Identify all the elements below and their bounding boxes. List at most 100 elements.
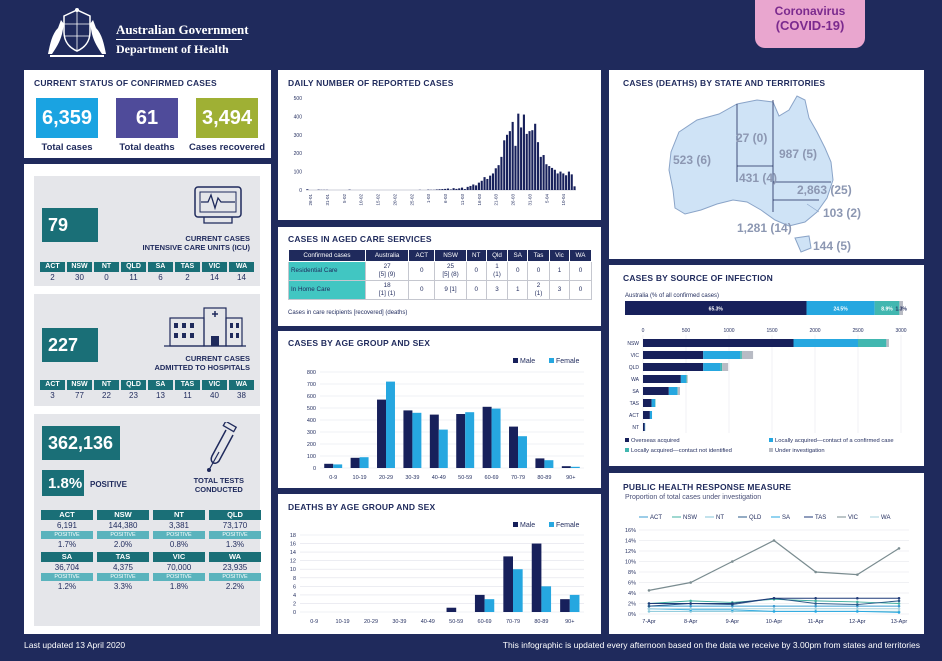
source-bar	[651, 399, 656, 407]
aged-cell: 2 (1)	[527, 280, 550, 300]
hosp-state-sa: SA	[148, 380, 173, 390]
summary-segment	[806, 301, 875, 315]
source-bar	[668, 387, 678, 395]
legend-label: ACT	[650, 515, 662, 521]
source-panel: CASES BY SOURCE OF INFECTION Australia (…	[609, 265, 924, 466]
series-point	[731, 607, 734, 611]
icu-box: 79 CURRENT CASES INTENSIVE CARE UNITS (I…	[34, 176, 260, 286]
icu-state-table: ACT 2 NSW 30 NT 0 QLD 11 SA 6 TAS 2 VIC 14 WA 14	[40, 262, 256, 284]
tests-state-nsw: NSW	[97, 510, 149, 520]
hosp-state-tas: TAS	[175, 380, 200, 390]
source-bar	[643, 399, 652, 407]
x-tick-label: 7-Apr	[642, 619, 656, 625]
map-label-sa: 431 (4)	[739, 171, 777, 185]
daily-bar	[460, 187, 464, 190]
series-point	[897, 607, 901, 611]
legend-label: SA	[782, 515, 790, 521]
status-panel: CURRENT STATUS OF CONFIRMED CASES 6,359 …	[24, 70, 271, 158]
legend-swatch	[549, 358, 554, 363]
icu-label-line2: INTENSIVE CARE UNITS (ICU)	[142, 243, 250, 252]
aged-header-australia: Australia	[364, 249, 410, 262]
daily-bar	[472, 184, 475, 190]
daily-bar	[503, 140, 506, 190]
legend-label: VIC	[848, 515, 859, 521]
daily-bar	[534, 123, 537, 190]
source-bar	[858, 339, 887, 347]
x-tick-label: 0-9	[310, 619, 318, 625]
positive-tag: POSITIVE	[153, 573, 205, 581]
daily-bar	[556, 173, 559, 190]
daily-bar	[553, 169, 556, 190]
y-tick-label: NT	[632, 425, 639, 431]
female-bar	[541, 586, 552, 612]
deaths-title: DEATHS BY AGE GROUP AND SEX	[288, 502, 436, 512]
aged-row-label: In Home Care	[288, 280, 366, 300]
summary-segment	[874, 301, 900, 315]
positive-tag: POSITIVE	[97, 573, 149, 581]
series-point	[731, 560, 734, 563]
summary-label: 8.9%	[881, 307, 893, 313]
x-tick-label: 30-39	[405, 475, 419, 481]
male-bar	[503, 556, 513, 612]
daily-bar	[531, 130, 534, 190]
tests-label-line2: CONDUCTED	[194, 485, 243, 494]
aged-row-label: Residential Care	[288, 261, 366, 281]
y-tick-label: 300	[294, 133, 303, 139]
aged-header-sa: SA	[507, 249, 529, 262]
aged-cell: 0	[568, 280, 593, 300]
map-label-qld: 987 (5)	[779, 147, 817, 161]
left-stats-panel: 79 CURRENT CASES INTENSIVE CARE UNITS (I…	[24, 164, 271, 634]
daily-bar	[486, 178, 489, 190]
daily-bar	[525, 133, 528, 190]
recovered-label: Cases recovered	[188, 142, 266, 153]
legend-swatch	[625, 448, 629, 452]
hospital-state-table: ACT 3 NSW 77 NT 22 QLD 23 SA 13 TAS 11 VIC 40 W…	[40, 380, 256, 402]
daily-bar	[458, 188, 461, 190]
aged-care-panel: CASES IN AGED CARE SERVICES Confirmed ca…	[278, 227, 601, 326]
positive-tag: POSITIVE	[153, 531, 205, 539]
covid-badge-line2: (COVID-19)	[775, 18, 845, 33]
aged-cell: 27 [5] (9)	[364, 261, 410, 281]
source-bar	[741, 351, 754, 359]
positive-pct-tas: 3.3%	[113, 582, 133, 591]
age-sex-chart: 0 100 200 300 400 500 600 700 800 0-9 10-19 20-29 30…	[307, 358, 584, 481]
series-point	[856, 600, 859, 604]
aged-header-tas: Tas	[527, 249, 550, 262]
daily-bar	[545, 164, 548, 190]
icu-value-vic: 14	[210, 273, 219, 282]
map-label-nsw: 2,863 (25)	[797, 183, 852, 197]
aged-care-note: Cases in care recipients [recovered] (de…	[288, 310, 408, 316]
last-updated: Last updated 13 April 2020	[24, 640, 126, 650]
y-tick-label: 200	[307, 442, 316, 448]
y-tick-label: 12	[290, 559, 296, 565]
hosp-value-tas: 11	[183, 391, 192, 400]
x-tick-label: 50-59	[449, 619, 463, 625]
icu-value-wa: 14	[237, 273, 246, 282]
positive-tag: POSITIVE	[41, 573, 93, 581]
series-point	[689, 607, 692, 611]
series-point	[689, 604, 692, 608]
male-bar	[535, 458, 545, 468]
aged-cell: 3	[548, 280, 570, 300]
daily-bar	[477, 182, 480, 190]
series-point	[689, 581, 692, 584]
x-tick-label: 10-02	[359, 194, 364, 206]
y-tick-label: 800	[307, 370, 316, 376]
series-point	[647, 610, 651, 613]
legend-label: Male	[520, 358, 535, 365]
male-bar	[350, 457, 360, 468]
icu-label: CURRENT CASES INTENSIVE CARE UNITS (ICU)	[142, 234, 250, 252]
icu-value-qld: 11	[129, 273, 138, 282]
daily-bar	[455, 188, 458, 190]
hospital-box: 227 CURRENT CASES ADMITTED TO HOSPITALS …	[34, 294, 260, 406]
total-deaths-label: Total deaths	[119, 142, 175, 153]
daily-bar	[505, 134, 509, 190]
y-tick-label: 500	[307, 406, 316, 412]
legend-label: NT	[716, 515, 724, 521]
daily-bar	[446, 188, 450, 190]
x-tick-label: 31-03	[527, 194, 532, 206]
x-tick-label: 40-49	[421, 619, 435, 625]
source-bar	[643, 351, 704, 359]
source-bar	[677, 387, 680, 395]
legend-label: TAS	[815, 515, 826, 521]
